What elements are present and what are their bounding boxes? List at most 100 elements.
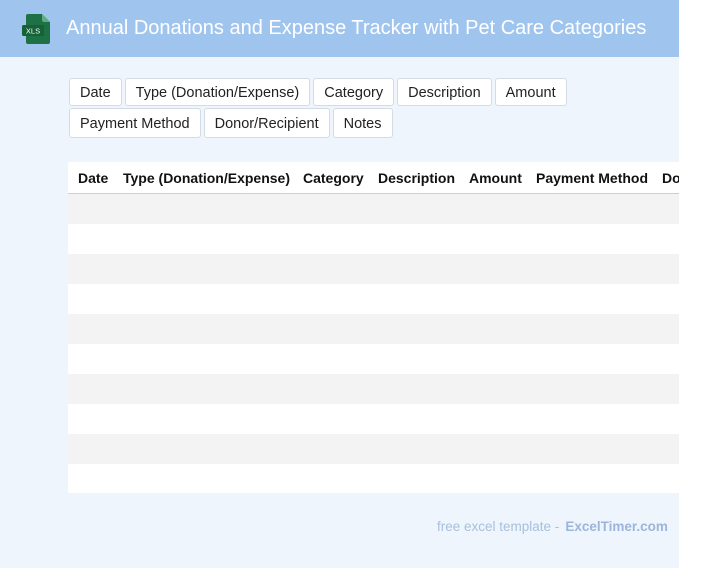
table-header-row: Date Type (Donation/Expense) Category De… bbox=[68, 162, 679, 194]
xls-file-icon: XLS bbox=[22, 14, 50, 44]
table-cell[interactable] bbox=[293, 284, 368, 314]
table-cell[interactable] bbox=[68, 193, 113, 224]
table-body bbox=[68, 193, 679, 493]
chip-description: Description bbox=[397, 78, 492, 106]
table-cell[interactable] bbox=[293, 254, 368, 284]
table-cell[interactable] bbox=[526, 344, 652, 374]
table-cell[interactable] bbox=[652, 344, 679, 374]
table-cell[interactable] bbox=[652, 464, 679, 493]
table-cell[interactable] bbox=[68, 434, 113, 464]
tracker-table-container[interactable]: Date Type (Donation/Expense) Category De… bbox=[68, 162, 679, 493]
table-row bbox=[68, 344, 679, 374]
table-cell[interactable] bbox=[113, 193, 293, 224]
table-cell[interactable] bbox=[293, 314, 368, 344]
svg-text:XLS: XLS bbox=[26, 27, 40, 36]
column-header-description: Description bbox=[368, 162, 459, 194]
table-cell[interactable] bbox=[68, 314, 113, 344]
table-cell[interactable] bbox=[68, 464, 113, 493]
table-cell[interactable] bbox=[68, 284, 113, 314]
table-cell[interactable] bbox=[113, 374, 293, 404]
column-header-payment-method: Payment Method bbox=[526, 162, 652, 194]
table-cell[interactable] bbox=[459, 434, 526, 464]
table-row bbox=[68, 284, 679, 314]
table-cell[interactable] bbox=[459, 344, 526, 374]
chip-type: Type (Donation/Expense) bbox=[124, 78, 311, 106]
table-cell[interactable] bbox=[368, 314, 459, 344]
table-cell[interactable] bbox=[368, 464, 459, 493]
table-row bbox=[68, 404, 679, 434]
table-cell[interactable] bbox=[526, 434, 652, 464]
table-cell[interactable] bbox=[293, 344, 368, 374]
table-cell[interactable] bbox=[459, 314, 526, 344]
table-cell[interactable] bbox=[293, 374, 368, 404]
column-header-donor-recipient: Donor/Recipient bbox=[652, 162, 679, 194]
table-cell[interactable] bbox=[459, 193, 526, 224]
table-cell[interactable] bbox=[113, 344, 293, 374]
table-cell[interactable] bbox=[459, 254, 526, 284]
table-cell[interactable] bbox=[526, 404, 652, 434]
column-chips: Date Type (Donation/Expense) Category De… bbox=[69, 78, 609, 140]
table-cell[interactable] bbox=[459, 464, 526, 493]
table-cell[interactable] bbox=[68, 374, 113, 404]
table-cell[interactable] bbox=[652, 224, 679, 254]
tracker-table: Date Type (Donation/Expense) Category De… bbox=[68, 162, 679, 493]
table-row bbox=[68, 254, 679, 284]
table-cell[interactable] bbox=[526, 284, 652, 314]
table-cell[interactable] bbox=[368, 344, 459, 374]
table-cell[interactable] bbox=[652, 404, 679, 434]
chip-row-1: Date Type (Donation/Expense) Category De… bbox=[69, 78, 609, 106]
table-cell[interactable] bbox=[68, 254, 113, 284]
table-cell[interactable] bbox=[652, 193, 679, 224]
table-cell[interactable] bbox=[459, 284, 526, 314]
table-row bbox=[68, 374, 679, 404]
table-cell[interactable] bbox=[113, 284, 293, 314]
table-cell[interactable] bbox=[652, 254, 679, 284]
table-cell[interactable] bbox=[459, 404, 526, 434]
table-cell[interactable] bbox=[293, 464, 368, 493]
table-cell[interactable] bbox=[526, 193, 652, 224]
table-cell[interactable] bbox=[368, 434, 459, 464]
footer-brand-link[interactable]: ExcelTimer.com bbox=[565, 519, 668, 534]
table-cell[interactable] bbox=[113, 434, 293, 464]
table-cell[interactable] bbox=[526, 254, 652, 284]
table-cell[interactable] bbox=[459, 224, 526, 254]
table-cell[interactable] bbox=[652, 434, 679, 464]
table-cell[interactable] bbox=[459, 374, 526, 404]
table-cell[interactable] bbox=[526, 314, 652, 344]
table-cell[interactable] bbox=[368, 193, 459, 224]
table-cell[interactable] bbox=[368, 254, 459, 284]
chip-date: Date bbox=[69, 78, 122, 106]
table-cell[interactable] bbox=[368, 224, 459, 254]
table-cell[interactable] bbox=[293, 193, 368, 224]
column-header-category: Category bbox=[293, 162, 368, 194]
table-cell[interactable] bbox=[652, 284, 679, 314]
column-header-amount: Amount bbox=[459, 162, 526, 194]
table-cell[interactable] bbox=[113, 224, 293, 254]
table-cell[interactable] bbox=[68, 404, 113, 434]
table-cell[interactable] bbox=[113, 464, 293, 493]
column-header-date: Date bbox=[68, 162, 113, 194]
table-cell[interactable] bbox=[68, 224, 113, 254]
table-cell[interactable] bbox=[113, 254, 293, 284]
table-cell[interactable] bbox=[293, 404, 368, 434]
table-cell[interactable] bbox=[293, 434, 368, 464]
table-cell[interactable] bbox=[293, 224, 368, 254]
table-cell[interactable] bbox=[113, 404, 293, 434]
table-row bbox=[68, 464, 679, 493]
table-row bbox=[68, 434, 679, 464]
chip-notes: Notes bbox=[332, 108, 393, 138]
table-cell[interactable] bbox=[68, 344, 113, 374]
table-cell[interactable] bbox=[652, 374, 679, 404]
chip-donor-recipient: Donor/Recipient bbox=[203, 108, 330, 138]
table-cell[interactable] bbox=[368, 374, 459, 404]
column-header-type: Type (Donation/Expense) bbox=[113, 162, 293, 194]
table-cell[interactable] bbox=[652, 314, 679, 344]
table-cell[interactable] bbox=[526, 464, 652, 493]
table-cell[interactable] bbox=[526, 224, 652, 254]
table-cell[interactable] bbox=[368, 404, 459, 434]
table-cell[interactable] bbox=[113, 314, 293, 344]
table-cell[interactable] bbox=[368, 284, 459, 314]
page: XLS Annual Donations and Expense Tracker… bbox=[0, 0, 679, 568]
table-cell[interactable] bbox=[526, 374, 652, 404]
table-row bbox=[68, 224, 679, 254]
